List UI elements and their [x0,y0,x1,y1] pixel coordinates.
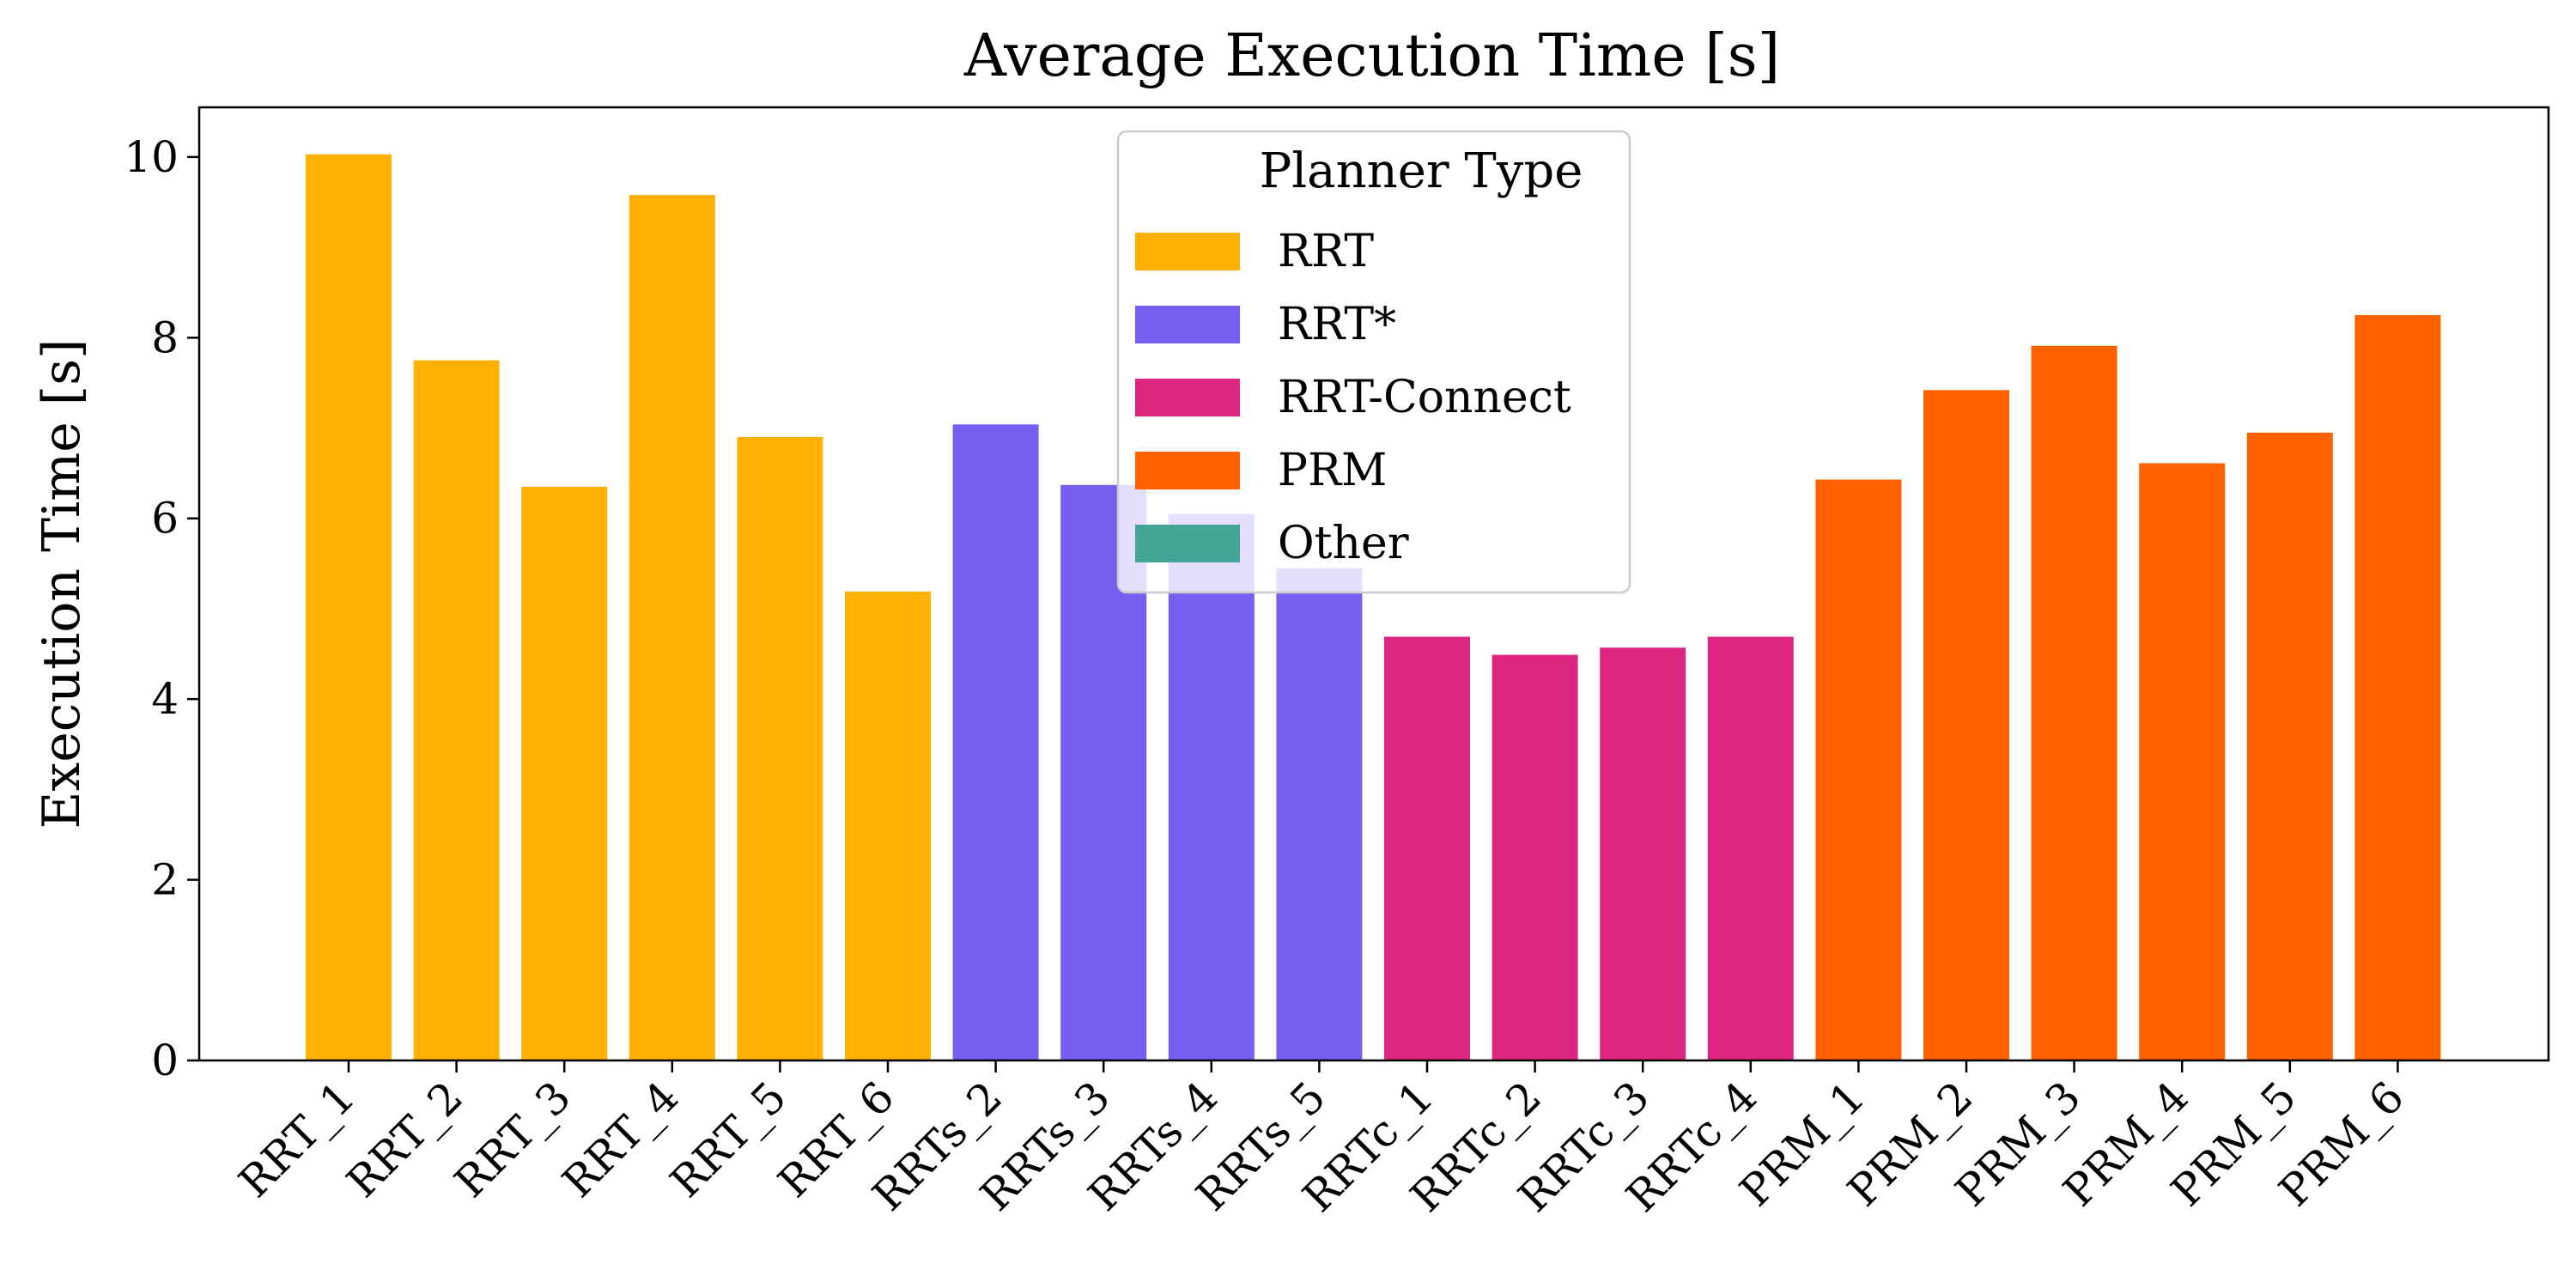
legend-swatch [1135,525,1240,562]
legend-label: RRT* [1278,299,1396,350]
bar-RRTs_4 [1168,513,1255,1060]
legend-title: Planner Type [1260,143,1583,199]
bar-PRM_3 [2031,345,2117,1060]
bar-RRT_3 [521,486,608,1060]
bar-RRTc_2 [1492,654,1578,1060]
bar-RRTs_5 [1276,568,1363,1060]
bar-RRTs_2 [952,424,1039,1060]
bar-RRT_2 [413,360,500,1061]
y-tick-label: 10 [124,132,179,182]
legend-label: PRM [1278,445,1387,496]
legend-swatch [1135,452,1240,489]
legend-box [1116,130,1631,594]
y-tick-label: 0 [151,1036,179,1085]
bar-PRM_4 [2139,463,2226,1060]
y-axis-label: Execution Time [s] [32,339,92,829]
bar-PRM_6 [2354,315,2441,1060]
legend-swatch [1135,233,1240,270]
x-axis: RRT_1RRT_2RRT_3RRT_4RRT_5RRT_6RRTs_2RRTs… [229,1060,2414,1222]
bar-RRTc_1 [1384,636,1470,1060]
legend-swatch [1135,379,1240,416]
bar-RRT_5 [737,437,823,1060]
legend-label: RRT-Connect [1278,372,1571,423]
bars-layer [306,154,2441,1061]
legend: Planner Type RRT RRT* RRT-Connect PRM Other [1116,130,1631,594]
y-tick-label: 2 [151,855,179,905]
legend-entries: RRT RRT* RRT-Connect PRM Other [1135,226,1571,569]
bar-PRM_1 [1815,479,1902,1060]
legend-label: RRT [1278,226,1374,277]
bar-RRTc_3 [1600,647,1686,1060]
y-tick-label: 6 [151,494,179,544]
bar-RRT_4 [629,195,715,1061]
x-tick-label: RRT_3 [445,1072,580,1206]
bar-RRT_6 [845,591,931,1060]
y-tick-label: 4 [151,674,179,724]
legend-label: Other [1278,518,1409,569]
legend-swatch [1135,306,1240,343]
y-axis: 0 2 4 6 8 10 [124,132,199,1085]
bar-PRM_2 [1923,390,2009,1060]
x-tick-label: RRT_5 [660,1072,795,1206]
bar-PRM_5 [2246,432,2333,1060]
plot-frame [197,106,2550,1062]
x-tick-label: RRT_1 [229,1072,364,1206]
bar-RRTc_4 [1707,636,1794,1060]
x-tick-label: RRT_4 [553,1072,688,1206]
bar-RRT_1 [306,154,392,1061]
y-tick-label: 8 [151,313,179,362]
x-tick-label: RRT_2 [337,1072,472,1206]
chart-title: Average Execution Time [s] [963,22,1780,90]
